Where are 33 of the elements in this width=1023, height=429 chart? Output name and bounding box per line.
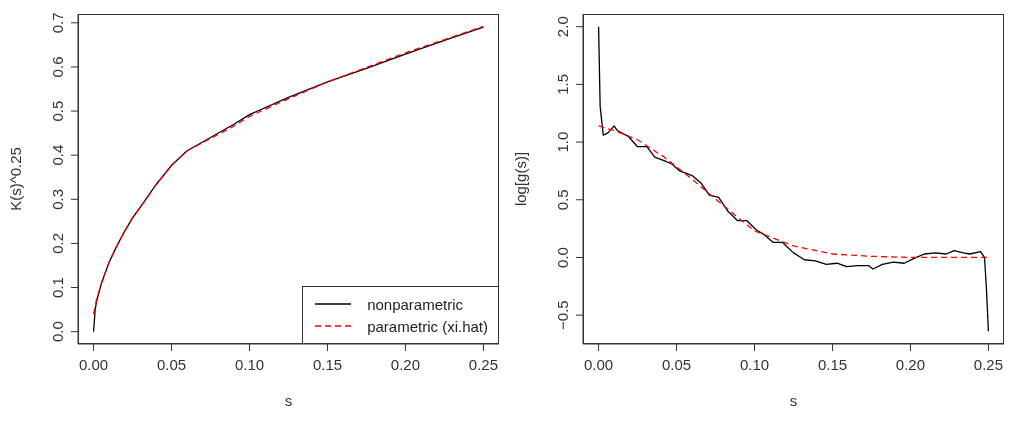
x-tick-label: 0.00	[78, 355, 109, 373]
x-tick-label: 0.10	[739, 355, 770, 373]
y-tick-label: −0.5	[554, 300, 571, 330]
y-tick-label: 1.5	[554, 73, 571, 95]
x-tick-label: 0.05	[156, 355, 187, 373]
legend-label: nonparametric	[367, 295, 464, 313]
x-tick-label: 0.20	[390, 355, 421, 373]
y-tick-label: 0.0	[554, 247, 571, 268]
x-tick-label: 0.15	[817, 355, 848, 373]
x-tick-label: 0.05	[661, 355, 692, 373]
x-tick-label: 0.00	[583, 355, 614, 373]
y-tick-label: 2.0	[554, 16, 571, 38]
y-tick-label: 0.6	[49, 56, 66, 78]
x-tick-label: 0.25	[468, 355, 499, 373]
x-tick-label: 0.10	[234, 355, 265, 373]
x-tick-label: 0.20	[895, 355, 926, 373]
y-tick-label: 0.1	[49, 277, 66, 298]
y-tick-label: 1.0	[554, 131, 571, 153]
x-tick-label: 0.15	[312, 355, 343, 373]
x-axis-title: s	[789, 392, 798, 409]
y-tick-label: 0.2	[49, 232, 66, 254]
y-tick-label: 0.3	[49, 188, 66, 210]
y-axis-title: log[g(s)]	[512, 151, 530, 207]
y-tick-label: 0.5	[49, 100, 66, 122]
x-axis-title: s	[284, 392, 293, 409]
y-tick-label: 0.4	[49, 144, 66, 166]
legend-label: parametric (xi.hat)	[367, 317, 488, 335]
y-tick-label: 0.5	[554, 189, 571, 211]
x-tick-label: 0.25	[973, 355, 1004, 373]
y-axis-title: K(s)^0.25	[7, 147, 25, 211]
y-tick-label: 0.0	[49, 321, 66, 343]
line-series	[597, 125, 990, 259]
y-tick-label: 0.7	[49, 12, 66, 34]
